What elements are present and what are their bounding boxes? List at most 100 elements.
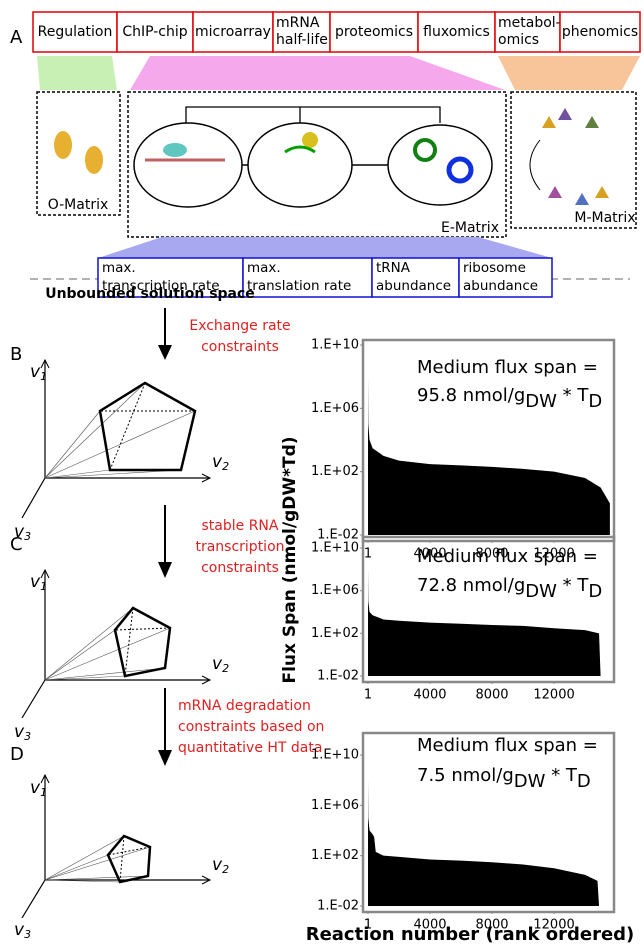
matrix-label: M-Matrix	[574, 210, 635, 226]
annotation-sub: DW	[525, 581, 557, 602]
annotation-sub: D	[588, 391, 602, 412]
annotation-value: 72.8 nmol/gDW * TD	[417, 575, 602, 602]
annotation-op: * T	[557, 575, 589, 596]
y-tick-label: 1.E+02	[311, 626, 359, 641]
axis-var-sub: 2	[222, 863, 229, 876]
matrix-label: E-Matrix	[441, 220, 499, 236]
cell-icon	[54, 131, 72, 159]
annotation-title: Medium flux span =	[417, 735, 598, 756]
cone-line	[45, 383, 145, 478]
annotation-title: Medium flux span =	[417, 357, 598, 378]
x-tick-label: 1	[364, 688, 372, 703]
axis-var-sub: 1	[40, 786, 47, 799]
param-label: max.	[247, 260, 281, 276]
annotation-value: 7.5 nmol/gDW * TD	[417, 765, 591, 792]
flow-arrowhead	[158, 750, 172, 766]
omics-label: microarray	[195, 24, 271, 40]
param-label: abundance	[376, 278, 451, 294]
axis-line	[22, 360, 210, 518]
protein-icon	[449, 159, 471, 181]
cell-ellipse	[134, 123, 242, 207]
axis-line	[22, 570, 210, 718]
figure: ABCDRegulationChIP-chipmicroarraymRNAhal…	[0, 0, 644, 948]
omics-label: half-life	[276, 32, 328, 48]
metabolite-icon	[575, 193, 589, 205]
cone-line	[45, 608, 133, 680]
param-label: tRNA	[376, 260, 411, 276]
annotation-sub: D	[588, 581, 602, 602]
axis-var: v2	[212, 452, 229, 473]
cell-ellipse	[388, 125, 492, 205]
enzyme-band	[98, 237, 552, 258]
x-tick-label: 1	[364, 547, 372, 562]
axis-var: v3	[14, 722, 31, 743]
y-tick-label: 1.E+10	[311, 338, 359, 353]
param-label: ribosome	[463, 260, 526, 276]
cone-line	[45, 847, 150, 880]
axis-heads	[41, 360, 210, 482]
cone-line	[45, 411, 195, 478]
x-axis-title: Reaction number (rank ordered)	[306, 924, 635, 945]
omics-label: mRNA	[276, 15, 320, 31]
panel-label: D	[10, 744, 24, 765]
constraint-label: transcription	[195, 539, 284, 555]
cone-line	[45, 668, 165, 680]
annotation-num: 7.5 nmol/g	[417, 765, 514, 786]
polytope	[115, 608, 170, 676]
axis-var: v3	[14, 920, 31, 941]
cone-line	[45, 470, 110, 478]
omics-label: metabol-	[498, 15, 561, 31]
polymerase-icon	[163, 143, 187, 157]
axis-var-sub: 3	[24, 730, 31, 743]
omics-label: phenomics	[562, 24, 638, 40]
omics-label: Regulation	[38, 24, 113, 40]
axis-heads	[41, 775, 210, 884]
cell-icon	[85, 146, 103, 174]
e-band	[130, 56, 505, 90]
polytope	[100, 383, 195, 470]
axis-var-sub: 3	[24, 928, 31, 941]
param-label: abundance	[463, 278, 538, 294]
y-tick-label: 1.E+06	[311, 583, 359, 598]
cone-diag	[108, 836, 150, 882]
annotation-sub: DW	[514, 771, 546, 792]
omics-label: ChIP-chip	[122, 24, 187, 40]
y-tick-label: 1.E+02	[311, 464, 359, 479]
cone-line	[45, 855, 108, 880]
cone-line	[45, 411, 100, 478]
flux-area	[368, 780, 613, 906]
metabolite-icon	[542, 116, 556, 128]
param-label: translation rate	[247, 278, 351, 294]
y-tick-label: 1.E+10	[311, 541, 359, 556]
x-tick-label: 8000	[475, 688, 508, 703]
axis-var: v3	[14, 522, 31, 543]
annotation-value: 95.8 nmol/gDW * TD	[417, 385, 602, 412]
flow-arrowhead	[158, 562, 172, 578]
metabolite-icon	[585, 116, 599, 128]
constraint-label: quantitative HT data	[178, 740, 322, 756]
annotation-sub: DW	[525, 391, 557, 412]
x-tick-label: 12000	[533, 688, 574, 703]
constraint-label: stable RNA	[202, 518, 279, 534]
axis-var-sub: 1	[40, 580, 47, 593]
y-tick-label: 1.E-02	[317, 669, 359, 684]
annotation-num: 72.8 nmol/g	[417, 575, 525, 596]
omics-label: fluxomics	[423, 24, 490, 40]
panel-label: A	[10, 27, 23, 48]
axis-var-sub: 2	[222, 460, 229, 473]
cone-diag	[100, 383, 195, 470]
constraint-label: Exchange rate	[189, 318, 290, 334]
ribosome-icon	[302, 132, 318, 148]
panel-label: B	[10, 344, 22, 365]
axis-var: v2	[212, 654, 229, 675]
metabolite-icon	[595, 186, 609, 198]
cone-line	[45, 628, 170, 680]
constraint-label: constraints	[201, 560, 279, 576]
axis-heads	[41, 570, 210, 684]
annotation-sub: D	[577, 771, 591, 792]
flow-arrowhead	[158, 345, 172, 360]
m-band	[498, 56, 640, 90]
omics-label: proteomics	[335, 24, 413, 40]
constraint-label: constraints based on	[178, 719, 324, 735]
matrix-label: O-Matrix	[48, 197, 109, 213]
